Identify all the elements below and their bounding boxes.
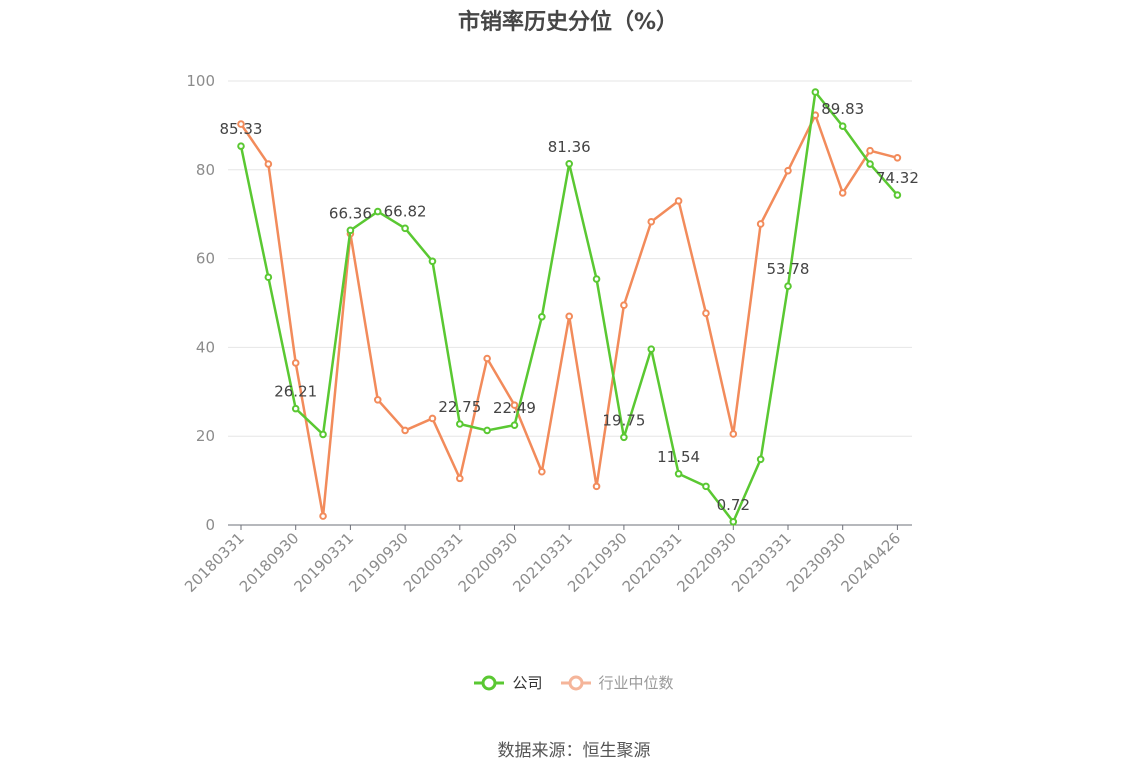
- data-label: 85.33: [220, 120, 263, 138]
- data-point-company: [510, 421, 519, 429]
- data-point-company: [456, 420, 464, 428]
- data-point-company: [319, 430, 327, 439]
- data-point-company: [674, 469, 683, 478]
- data-label: 11.54: [657, 448, 700, 466]
- data-point-company: [483, 426, 491, 435]
- data-label: 81.36: [548, 138, 591, 156]
- source-note: 数据来源：恒生聚源: [497, 741, 651, 761]
- data-label: 19.75: [602, 411, 645, 429]
- data-point-company: [401, 224, 409, 233]
- data-point-company: [428, 257, 437, 266]
- data-point-industry-median: [647, 217, 656, 226]
- data-label: 26.21: [274, 383, 317, 401]
- data-point-company: [237, 142, 245, 150]
- series-lines: [237, 88, 902, 526]
- data-point-industry-median: [702, 309, 710, 318]
- data-label: 66.82: [384, 202, 427, 220]
- data-point-industry-median: [620, 301, 628, 310]
- y-tick-label: 40: [196, 338, 215, 356]
- data-point-industry-median: [373, 395, 382, 404]
- data-point-industry-median: [291, 359, 300, 367]
- y-tick-label: 0: [205, 516, 215, 534]
- data-point-industry-median: [456, 474, 464, 483]
- data-point-company: [373, 207, 382, 216]
- data-label: 22.49: [493, 399, 536, 417]
- x-tick-label: 20240426: [838, 529, 905, 596]
- data-label: 74.32: [876, 169, 919, 187]
- data-point-company: [291, 404, 300, 413]
- legend-industry-median-label: 行业中位数: [598, 674, 674, 692]
- legend: 公司 行业中位数: [0, 672, 1148, 693]
- data-label: 89.83: [821, 100, 864, 118]
- data-point-company: [866, 160, 874, 168]
- data-label: 66.36: [329, 204, 372, 222]
- data-point-company: [784, 282, 792, 291]
- data-point-company: [538, 312, 546, 321]
- data-point-industry-median: [428, 414, 437, 423]
- legend-company-icon: [474, 675, 505, 690]
- data-point-company: [647, 345, 656, 353]
- data-point-company: [756, 455, 765, 464]
- legend-item-company[interactable]: 公司: [474, 672, 543, 693]
- data-point-industry-median: [729, 430, 738, 438]
- data-point-company: [565, 159, 574, 168]
- data-point-industry-median: [592, 482, 601, 491]
- data-label: 53.78: [767, 260, 810, 278]
- y-tick-label: 20: [196, 427, 215, 445]
- data-point-industry-median: [784, 166, 792, 175]
- data-point-industry-median: [538, 467, 546, 476]
- data-point-industry-median: [893, 154, 902, 162]
- chart-title: 市销率历史分位（%）: [457, 10, 679, 35]
- data-point-company: [346, 226, 355, 235]
- data-labels: 85.33 26.21 66.36 66.82 22.75 22.49 81.36 19.75…: [220, 100, 919, 514]
- data-point-industry-median: [565, 312, 574, 321]
- data-point-industry-median: [756, 220, 765, 228]
- data-point-industry-median: [483, 354, 491, 363]
- data-point-company: [264, 273, 273, 282]
- data-point-industry-median: [510, 401, 519, 409]
- data-point-industry-median: [237, 120, 245, 128]
- data-point-company: [620, 433, 628, 442]
- y-tick-label: 80: [196, 161, 215, 179]
- legend-industry-median-icon: [560, 675, 591, 690]
- data-label: 0.72: [717, 496, 750, 514]
- data-point-company: [702, 482, 710, 491]
- legend-company-label: 公司: [512, 674, 543, 692]
- y-tick-label: 100: [186, 72, 215, 90]
- series-line-company: [239, 90, 899, 524]
- data-label: 22.75: [438, 398, 481, 416]
- data-point-company: [592, 275, 601, 283]
- data-point-industry-median: [866, 146, 874, 155]
- data-point-industry-median: [674, 197, 683, 205]
- data-point-industry-median: [838, 189, 847, 197]
- data-point-company: [893, 191, 902, 199]
- data-point-industry-median: [401, 426, 409, 435]
- legend-item-industry-median[interactable]: 行业中位数: [560, 672, 674, 693]
- data-point-industry-median: [319, 512, 327, 520]
- data-point-company: [838, 122, 847, 130]
- data-point-industry-median: [264, 160, 273, 168]
- data-point-company: [811, 88, 820, 96]
- y-tick-label: 60: [196, 250, 215, 268]
- data-point-company: [729, 518, 738, 526]
